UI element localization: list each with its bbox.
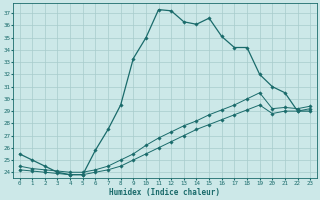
X-axis label: Humidex (Indice chaleur): Humidex (Indice chaleur) [109, 188, 220, 197]
